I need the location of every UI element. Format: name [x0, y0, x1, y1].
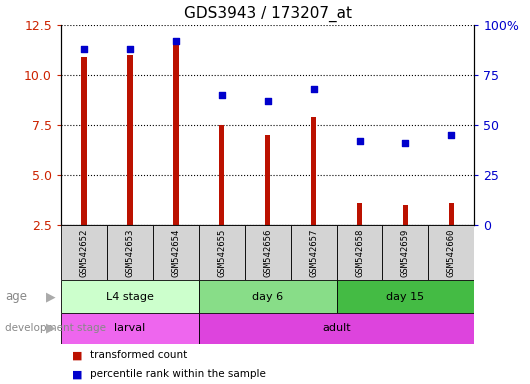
Bar: [265, 135, 270, 225]
Bar: [448, 203, 454, 225]
Bar: [107, 225, 153, 280]
Point: [126, 46, 134, 52]
Text: day 6: day 6: [252, 291, 283, 302]
Title: GDS3943 / 173207_at: GDS3943 / 173207_at: [184, 6, 351, 22]
Text: GSM542654: GSM542654: [171, 228, 180, 276]
Text: GSM542653: GSM542653: [126, 228, 134, 276]
Text: day 15: day 15: [386, 291, 425, 302]
Bar: [219, 125, 225, 225]
Text: GSM542656: GSM542656: [263, 228, 272, 276]
Point: [80, 46, 88, 52]
Text: ▶: ▶: [46, 322, 55, 335]
Bar: [153, 225, 199, 280]
Point: [217, 92, 226, 98]
Text: ■: ■: [72, 350, 82, 360]
Text: ■: ■: [72, 369, 82, 379]
Text: GSM542655: GSM542655: [217, 228, 226, 276]
Text: percentile rank within the sample: percentile rank within the sample: [90, 369, 266, 379]
Bar: [428, 225, 474, 280]
Bar: [81, 57, 87, 225]
Point: [172, 38, 180, 44]
Bar: [290, 225, 337, 280]
Bar: [61, 280, 199, 313]
Bar: [383, 225, 428, 280]
Text: ▶: ▶: [46, 290, 55, 303]
Point: [401, 140, 410, 146]
Point: [447, 132, 456, 138]
Bar: [311, 117, 316, 225]
Text: transformed count: transformed count: [90, 350, 187, 360]
Text: adult: adult: [322, 323, 351, 333]
Text: L4 stage: L4 stage: [106, 291, 154, 302]
Bar: [127, 55, 132, 225]
Bar: [61, 313, 199, 344]
Bar: [403, 205, 408, 225]
Bar: [337, 280, 474, 313]
Text: GSM542660: GSM542660: [447, 228, 456, 276]
Text: GSM542657: GSM542657: [309, 228, 318, 276]
Text: GSM542658: GSM542658: [355, 228, 364, 276]
Point: [310, 86, 318, 92]
Bar: [357, 203, 363, 225]
Point: [355, 138, 364, 144]
Bar: [199, 280, 337, 313]
Bar: [337, 225, 383, 280]
Text: age: age: [5, 290, 28, 303]
Text: larval: larval: [114, 323, 145, 333]
Text: GSM542659: GSM542659: [401, 228, 410, 276]
Bar: [199, 225, 245, 280]
Bar: [173, 41, 179, 225]
Bar: [245, 225, 290, 280]
Text: development stage: development stage: [5, 323, 107, 333]
Point: [263, 98, 272, 104]
Bar: [199, 313, 474, 344]
Bar: [61, 225, 107, 280]
Text: GSM542652: GSM542652: [80, 228, 89, 276]
